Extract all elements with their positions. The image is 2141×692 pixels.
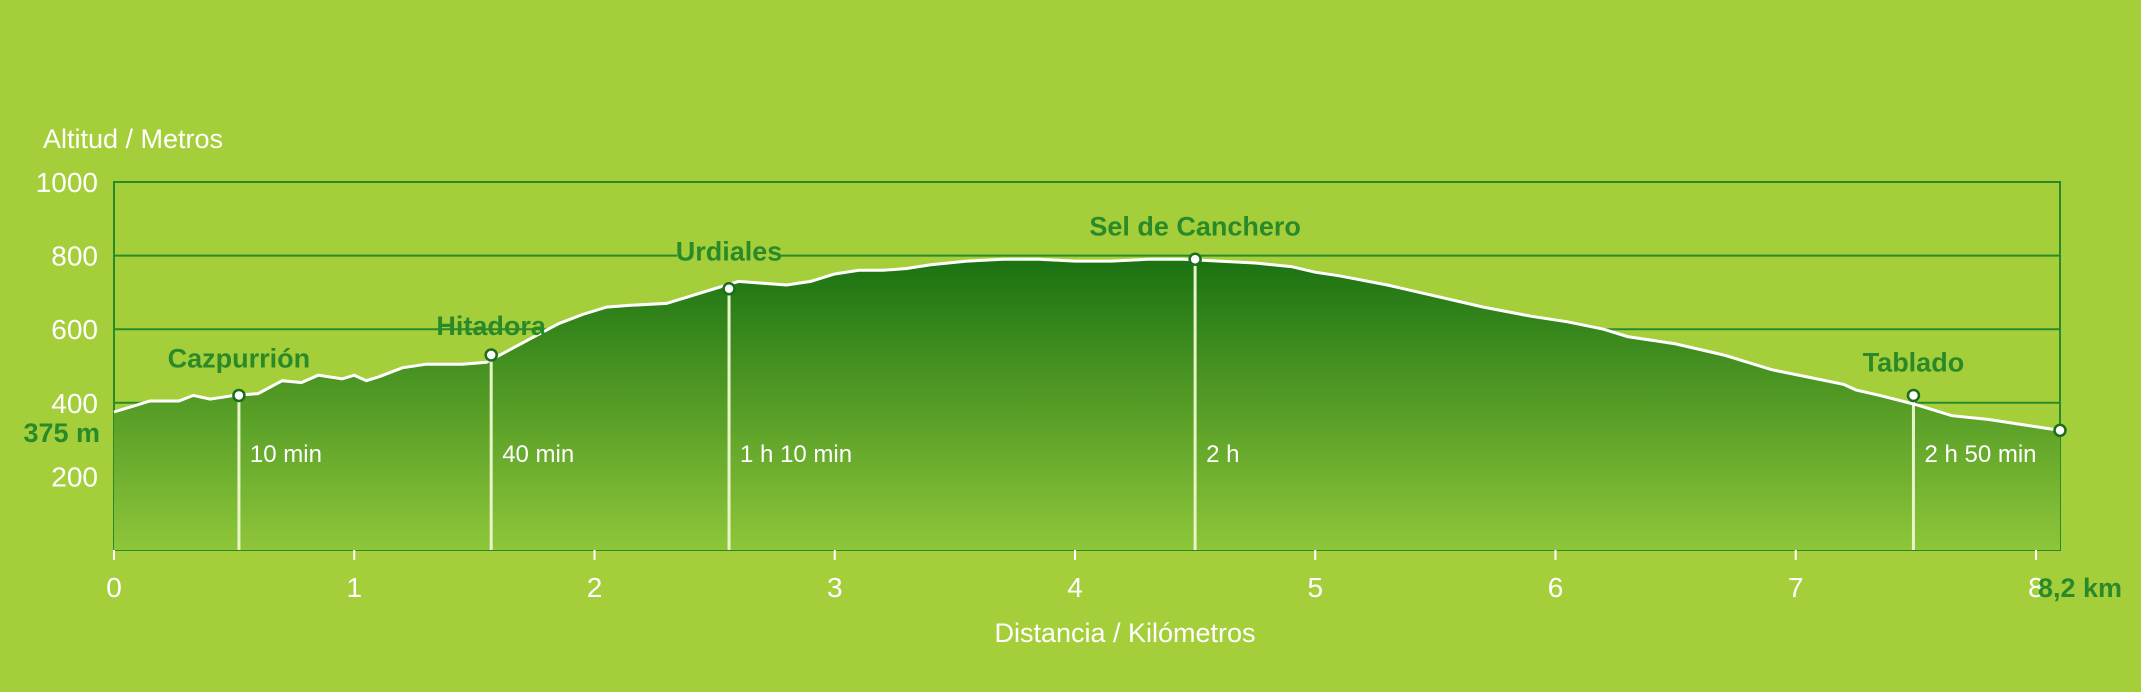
x-tick-label: 5 xyxy=(1307,572,1323,603)
waypoint-time-label: 40 min xyxy=(502,441,574,468)
waypoint-name-label: Sel de Canchero xyxy=(1089,211,1301,241)
x-tick-label: 6 xyxy=(1548,572,1564,603)
elevation-area xyxy=(114,259,2060,550)
waypoint-marker xyxy=(484,348,498,362)
x-tick-label: 7 xyxy=(1788,572,1804,603)
y-tick-label: 1000 xyxy=(36,167,98,198)
y-tick-label: 800 xyxy=(51,241,98,272)
waypoint-name-label: Hitadora xyxy=(436,311,547,341)
waypoint-name-label: Tablado xyxy=(1863,347,1965,377)
waypoint-labels: 10 min Cazpurrión 40 min Hitadora 1 h 10 min… xyxy=(168,211,2037,468)
elevation-line xyxy=(113,257,2061,432)
waypoint-marker xyxy=(1188,252,1202,267)
y-tick-label: 600 xyxy=(51,314,98,345)
y-axis-title: Altitud / Metros xyxy=(43,124,223,154)
waypoint-label-backdrop xyxy=(677,234,782,269)
x-tick-label: 2 xyxy=(587,572,603,603)
waypoint-marker xyxy=(722,281,736,296)
x-tick-label: 3 xyxy=(827,572,843,603)
start-altitude-label: 375 m xyxy=(23,418,100,448)
waypoint-stems xyxy=(237,259,1915,550)
end-distance-label: 8,2 km xyxy=(2038,573,2122,603)
waypoint-time-label: 2 h 50 min xyxy=(1924,441,2036,468)
x-axis-title: Distancia / Kilómetros xyxy=(994,618,1255,648)
waypoint-marker xyxy=(232,388,246,403)
x-tick-label: 8 xyxy=(2028,572,2044,603)
waypoint-marker xyxy=(1906,388,1921,403)
x-tick-label: 4 xyxy=(1067,572,1083,603)
waypoint-marker xyxy=(2053,423,2067,438)
waypoint-time-label: 10 min xyxy=(250,441,322,468)
y-tick-label: 200 xyxy=(51,461,98,492)
x-tick-label: 0 xyxy=(106,572,122,603)
x-tick-label: 1 xyxy=(346,572,362,603)
waypoint-markers xyxy=(232,252,2067,438)
y-tick-label: 400 xyxy=(51,388,98,419)
y-tick-labels: 200 400 600 800 1000 xyxy=(36,167,98,492)
waypoint-name-label: Urdiales xyxy=(676,237,783,267)
waypoint-name-label: Cazpurrión xyxy=(168,343,311,373)
waypoint-time-label: 1 h 10 min xyxy=(740,441,852,468)
x-tick-labels: 0 1 2 3 4 5 6 7 8 xyxy=(106,550,2044,603)
waypoint-time-label: 2 h xyxy=(1206,441,1239,468)
